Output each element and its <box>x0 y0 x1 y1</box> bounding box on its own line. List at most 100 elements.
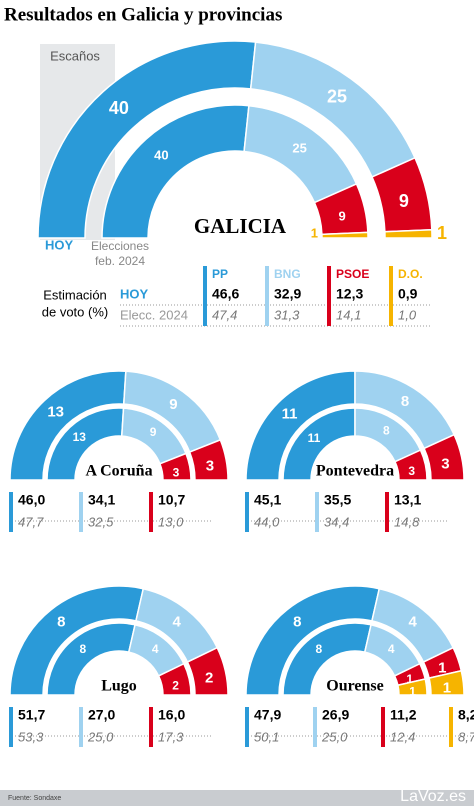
vote-prev: 32,5 <box>88 514 114 529</box>
vote-prev: 25,0 <box>87 729 114 744</box>
seat-label: 3 <box>206 458 214 475</box>
vote-today: 46,6 <box>212 286 239 302</box>
party-name: D.O. <box>398 267 423 281</box>
seat-label: 1 <box>438 659 446 676</box>
seat-label: 8 <box>401 393 409 410</box>
vote-today: 51,7 <box>18 707 45 723</box>
seats-label: Escaños <box>50 48 100 63</box>
seat-arc <box>396 678 428 696</box>
vote-prev: 14,8 <box>394 514 420 529</box>
source: Fuente: Sondaxe <box>8 795 61 802</box>
vote-today: 32,9 <box>274 286 301 302</box>
seat-label: 40 <box>154 148 168 163</box>
seat-label: 8 <box>57 614 65 631</box>
seat-label: 1 <box>409 685 416 699</box>
vote-today: 26,9 <box>322 707 349 723</box>
vote-prev: 8,7 <box>458 729 474 744</box>
seat-arc <box>101 104 250 239</box>
party-bar <box>381 707 385 747</box>
seat-arc <box>384 228 433 239</box>
seat-label: 1 <box>406 672 413 686</box>
province-name: A Coruña <box>85 463 152 480</box>
prev-label: feb. 2024 <box>95 254 145 268</box>
seat-label: 3 <box>408 464 415 478</box>
vote-today: 45,1 <box>254 492 281 508</box>
vote-prev: 47,4 <box>212 307 237 322</box>
seat-label: 11 <box>308 431 321 445</box>
party-bar <box>79 707 83 747</box>
vote-prev: 47,7 <box>18 514 44 529</box>
prev-label: Elecciones <box>91 239 149 253</box>
party-bar <box>389 266 393 326</box>
seat-label: 8 <box>315 642 322 656</box>
estimate-label: de voto (%) <box>42 304 108 319</box>
seat-label: 13 <box>47 404 64 421</box>
seat-arc <box>423 433 465 481</box>
vote-today: 46,0 <box>18 492 45 508</box>
seat-label: 4 <box>152 642 159 656</box>
vote-today: 35,5 <box>324 492 351 508</box>
party-bar <box>449 707 453 747</box>
seat-arc <box>321 231 369 239</box>
vote-prev: 12,4 <box>390 729 415 744</box>
vote-today: 13,1 <box>394 492 421 508</box>
party-name: PSOE <box>336 267 369 281</box>
vote-prev: 53,3 <box>18 729 44 744</box>
vote-today: 47,9 <box>254 707 281 723</box>
row-label: Elecc. 2024 <box>120 307 188 322</box>
seat-label: 9 <box>399 191 409 211</box>
seat-label: 1 <box>311 225 318 240</box>
party-bar <box>79 492 83 532</box>
province-name: Pontevedra <box>316 463 394 480</box>
vote-today: 10,7 <box>158 492 185 508</box>
seat-label: 1 <box>443 680 451 697</box>
brand: LaVoz.es <box>400 788 466 805</box>
seat-label: 8 <box>293 614 301 631</box>
footer <box>0 790 474 806</box>
party-bar <box>245 707 249 747</box>
seat-label: 3 <box>441 455 449 472</box>
party-bar <box>315 492 319 532</box>
party-bar <box>149 492 153 532</box>
vote-today: 0,9 <box>398 286 418 302</box>
vote-prev: 34,4 <box>324 514 349 529</box>
seat-arc <box>394 449 428 481</box>
party-bar <box>9 707 13 747</box>
seat-label: 2 <box>205 669 213 686</box>
seat-label: 2 <box>172 678 179 692</box>
seat-label: 4 <box>409 614 418 631</box>
vote-prev: 13,0 <box>158 514 184 529</box>
party-bar <box>9 492 13 532</box>
party-bar <box>149 707 153 747</box>
region-name: GALICIA <box>194 214 287 238</box>
seat-label: 3 <box>173 465 180 479</box>
seat-label: 4 <box>388 642 395 656</box>
seat-label: 40 <box>109 98 129 118</box>
seat-arc <box>428 669 465 696</box>
row-label: HOY <box>120 286 149 301</box>
seat-label: 13 <box>73 430 87 444</box>
vote-today: 16,0 <box>158 707 185 723</box>
seat-arc <box>158 452 192 481</box>
party-bar <box>313 707 317 747</box>
party-name: PP <box>212 267 228 281</box>
party-bar <box>245 492 249 532</box>
vote-today: 11,2 <box>390 707 417 723</box>
title: Resultados en Galicia y provincias <box>4 4 282 25</box>
estimate-label: Estimación <box>43 287 107 302</box>
vote-prev: 17,3 <box>158 729 184 744</box>
vote-prev: 1,0 <box>398 307 417 322</box>
seat-label: 1 <box>437 223 447 243</box>
party-bar <box>265 266 269 326</box>
seat-label: 25 <box>292 140 306 155</box>
seat-arc <box>188 438 229 481</box>
party-name: BNG <box>274 267 301 281</box>
seat-label: 9 <box>338 208 345 223</box>
seat-label: 11 <box>282 406 298 423</box>
vote-today: 34,1 <box>88 492 115 508</box>
seat-label: 8 <box>383 423 390 437</box>
vote-prev: 44,0 <box>254 514 280 529</box>
seat-label: 4 <box>173 614 182 631</box>
vote-today: 12,3 <box>336 286 363 302</box>
